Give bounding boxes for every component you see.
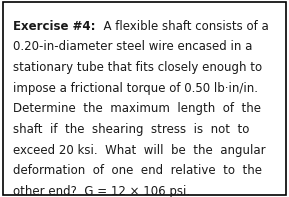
Text: Exercise #4:: Exercise #4:: [13, 20, 95, 33]
Text: other end?  G = 12 × 106 psi.: other end? G = 12 × 106 psi.: [13, 185, 190, 197]
Text: deformation  of  one  end  relative  to  the: deformation of one end relative to the: [13, 164, 262, 177]
Text: Determine  the  maximum  length  of  the: Determine the maximum length of the: [13, 102, 261, 115]
Text: stationary tube that fits closely enough to: stationary tube that fits closely enough…: [13, 61, 262, 74]
Text: impose a frictional torque of 0.50 lb·in/in.: impose a frictional torque of 0.50 lb·in…: [13, 82, 258, 95]
Text: shaft  if  the  shearing  stress  is  not  to: shaft if the shearing stress is not to: [13, 123, 249, 136]
Text: exceed 20 ksi.  What  will  be  the  angular: exceed 20 ksi. What will be the angular: [13, 144, 266, 157]
Text: A flexible shaft consists of a: A flexible shaft consists of a: [95, 20, 268, 33]
Text: 0.20-in-diameter steel wire encased in a: 0.20-in-diameter steel wire encased in a: [13, 40, 252, 53]
